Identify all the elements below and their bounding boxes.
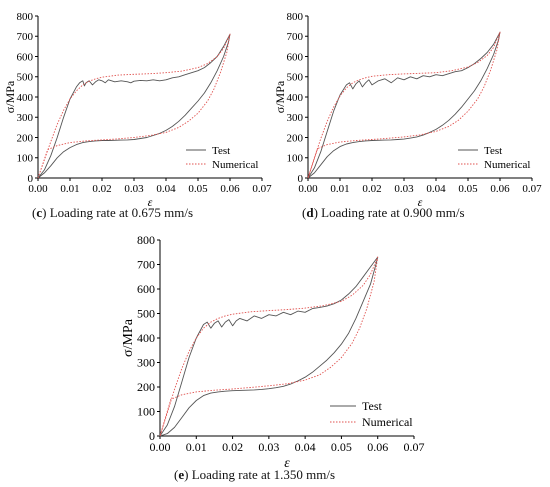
x-tick-label: 0.07 [522, 183, 542, 195]
x-tick-label: 0.05 [331, 440, 352, 454]
caption-letter: d [306, 205, 314, 220]
y-tick-label: 100 [137, 405, 155, 419]
caption-panel-c: (c) Loading rate at 0.675 mm/s [32, 205, 194, 220]
y-tick-label: 300 [137, 356, 155, 370]
series-line-numerical [37, 33, 231, 179]
chart-panel-c: 0.00 0.01 0.02 0.03 0.04 0.05 0.06 0.07 0 100 200 3… [3, 11, 272, 209]
y-tick-label: 0 [28, 173, 34, 185]
series-line-test [37, 33, 231, 179]
caption-letter: c [36, 205, 43, 220]
y-tick-label: 400 [17, 92, 34, 104]
caption-panel-e: (e) Loading rate at 1.350 mm/s [174, 467, 336, 482]
caption-text: Loading rate at 0.900 mm/s [321, 205, 465, 220]
legend-label: Test [212, 145, 230, 157]
y-tick-label: 800 [287, 11, 304, 23]
y-tick-label: 0 [298, 173, 304, 185]
legend-label: Numerical [212, 159, 258, 171]
y-tick-label: 600 [17, 51, 34, 63]
x-tick-label: 0.06 [220, 183, 240, 195]
x-tick-label: 0.01 [186, 440, 207, 454]
y-axis-label: σ/MPa [121, 318, 136, 357]
x-axis-label: ε [418, 195, 423, 209]
x-tick-label: 0.06 [367, 440, 388, 454]
caption-text: Loading rate at 0.675 mm/s [49, 205, 194, 220]
x-tick-label: 0.02 [222, 440, 243, 454]
x-tick-label: 0.02 [362, 183, 381, 195]
chart-panel-d: 0.00 0.01 0.02 0.03 0.04 0.05 0.06 0.07 0 100 200 3… [273, 11, 542, 209]
x-tick-label: 0.00 [298, 183, 318, 195]
x-tick-label: 0.04 [426, 183, 446, 195]
y-tick-label: 200 [287, 132, 304, 144]
chart-panel-e: 0.00 0.01 0.02 0.03 0.04 0.05 0.06 0.07 0 100 200 3… [121, 233, 425, 471]
caption-text: Loading rate at 1.350 mm/s [191, 467, 336, 482]
x-axis-label: ε [148, 195, 153, 209]
x-tick-label: 0.06 [490, 183, 510, 195]
y-tick-label: 400 [287, 92, 304, 104]
y-tick-label: 500 [17, 72, 34, 84]
y-tick-label: 300 [287, 112, 304, 124]
x-axis-label: ε [284, 456, 290, 471]
series-line-test [307, 31, 501, 179]
x-tick-label: 0.07 [252, 183, 272, 195]
y-tick-label: 800 [17, 11, 34, 23]
y-axis-label: σ/MPa [273, 80, 287, 113]
series-line-test [159, 256, 379, 437]
y-tick-label: 200 [17, 132, 34, 144]
caption-letter: e [178, 467, 185, 482]
legend-label: Numerical [362, 415, 413, 429]
y-tick-label: 600 [137, 282, 155, 296]
x-tick-label: 0.01 [330, 183, 349, 195]
x-tick-label: 0.00 [28, 183, 48, 195]
y-tick-label: 500 [137, 307, 155, 321]
y-tick-label: 200 [137, 380, 155, 394]
y-tick-label: 300 [17, 112, 34, 124]
series-line-numerical [307, 31, 501, 179]
x-tick-label: 0.00 [150, 440, 171, 454]
y-tick-label: 700 [287, 31, 304, 43]
y-tick-label: 600 [287, 51, 304, 63]
y-tick-label: 700 [17, 31, 34, 43]
y-tick-label: 500 [287, 72, 304, 84]
legend-label: Test [484, 145, 502, 157]
x-tick-label: 0.02 [92, 183, 111, 195]
y-tick-label: 0 [149, 429, 155, 443]
x-tick-label: 0.05 [458, 183, 478, 195]
x-tick-label: 0.03 [394, 183, 414, 195]
caption-panel-d: (d) Loading rate at 0.900 mm/s [302, 205, 465, 220]
x-tick-label: 0.03 [258, 440, 279, 454]
series-line-numerical [159, 256, 379, 437]
y-tick-label: 700 [137, 258, 155, 272]
x-tick-label: 0.04 [156, 183, 176, 195]
x-tick-label: 0.05 [188, 183, 208, 195]
y-axis-label: σ/MPa [3, 80, 17, 113]
y-tick-label: 100 [287, 153, 304, 165]
x-tick-label: 0.04 [295, 440, 316, 454]
y-tick-label: 100 [17, 153, 34, 165]
legend-label: Test [362, 399, 382, 413]
x-tick-label: 0.03 [124, 183, 144, 195]
legend-label: Numerical [484, 159, 530, 171]
x-tick-label: 0.01 [60, 183, 79, 195]
y-tick-label: 400 [137, 331, 155, 345]
x-tick-label: 0.07 [404, 440, 425, 454]
y-tick-label: 800 [137, 233, 155, 247]
